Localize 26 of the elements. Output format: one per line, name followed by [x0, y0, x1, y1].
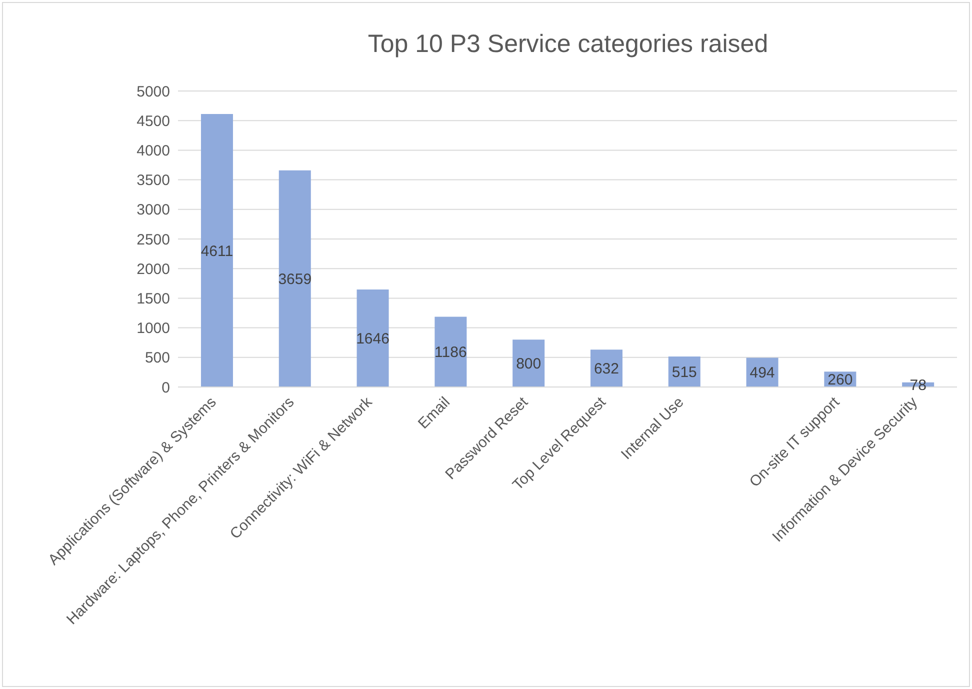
- data-label: 494: [750, 364, 775, 382]
- data-label: 4611: [200, 242, 234, 260]
- bar: [356, 290, 389, 387]
- data-label: 1646: [356, 330, 390, 348]
- y-tick-label: 3000: [136, 202, 170, 219]
- data-label: 260: [828, 372, 853, 389]
- data-label: 515: [672, 364, 697, 382]
- y-tick-label: 500: [144, 350, 170, 367]
- y-tick-label: 2000: [136, 260, 170, 278]
- data-label: 3659: [278, 271, 312, 288]
- bar: [200, 114, 233, 387]
- y-tick-label: 3500: [136, 172, 170, 190]
- y-tick-label: 4500: [136, 112, 170, 130]
- y-tick-label: 0: [162, 379, 170, 396]
- y-tick-label: 5000: [136, 83, 170, 100]
- data-label: 800: [516, 356, 542, 373]
- bar: [278, 170, 311, 387]
- y-tick-label: 1500: [136, 290, 170, 308]
- data-label: 632: [594, 360, 619, 378]
- bar: [434, 316, 467, 387]
- y-tick-label: 2500: [136, 231, 170, 248]
- y-tick-label: 1000: [136, 320, 170, 338]
- y-tick-label: 4000: [136, 142, 170, 160]
- data-label: 1186: [434, 344, 467, 362]
- chart-title: Top 10 P3 Service categories raised: [366, 30, 770, 59]
- bar: [512, 340, 545, 387]
